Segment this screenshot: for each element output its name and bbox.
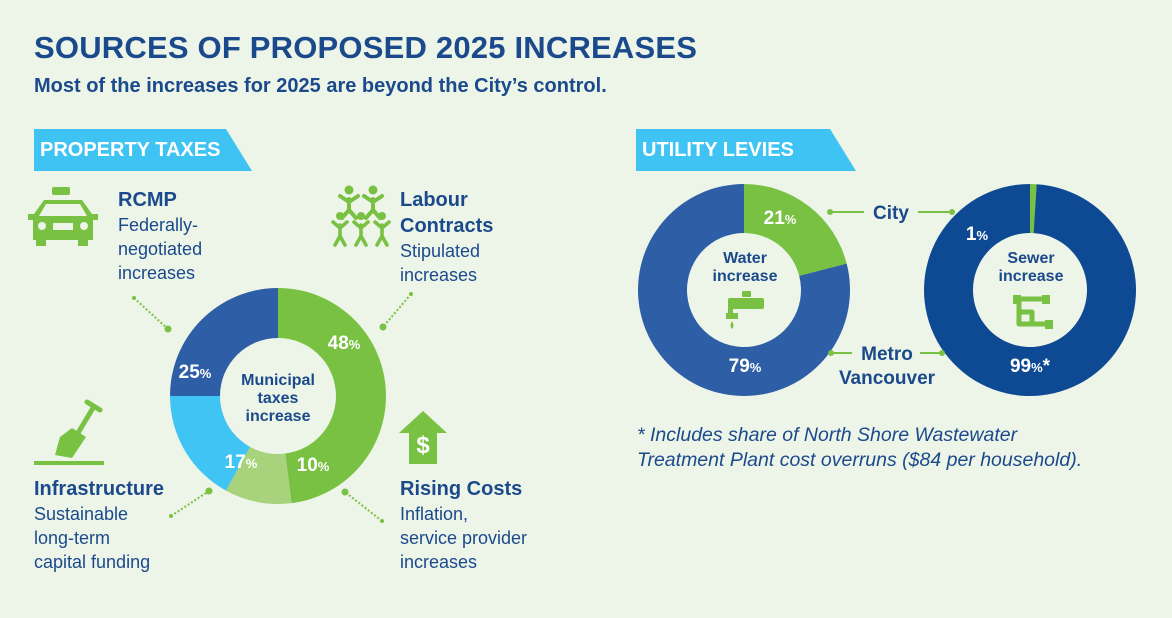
page-title: SOURCES OF PROPOSED 2025 INCREASES [34,30,698,65]
water-center-label-1: Water [723,250,767,267]
rcmp-desc-1: Federally- [118,215,199,235]
labour-title-2: Contracts [400,215,494,237]
shovel-icon [34,399,104,465]
infrastructure-desc-3: capital funding [34,552,151,572]
donut-slice-city [1030,184,1037,234]
slice-label-metro: 99%* [1010,356,1051,377]
donut-slice-labour [278,288,387,504]
rising-costs-title: Rising Costs [400,478,523,500]
water-center-label-2: increase [713,268,778,285]
rcmp-leader-line [132,296,172,333]
infrastructure-title: Infrastructure [34,478,165,500]
donut-slice-rcmp [170,288,278,396]
slice-label-rcmp: 25% [179,362,212,383]
slice-label-city: 1% [966,224,989,245]
footnote: * Includes share of North Shore Wastewat… [637,423,1082,473]
utility-levies-header: UTILITY LEVIES [636,129,856,171]
rising-costs-desc-1: Inflation, [400,504,469,524]
donut-slice-metro [924,184,1137,396]
pipe-icon [1013,295,1053,329]
labour-desc-1: Stipulated [400,241,481,261]
slice-label-infrastructure: 17% [225,452,258,473]
rising-costs-block: Rising Costs Inflation, service provider… [400,476,527,574]
labour-leader-line [379,292,413,331]
infrastructure-leader-line [169,487,213,518]
sewer-donut: 1% 99%* [924,184,1137,396]
metro-label-2: Vancouver [839,368,936,389]
rcmp-desc-3: increases [118,263,196,283]
metro-label-1: Metro [861,344,913,365]
rising-costs-desc-3: increases [400,552,478,572]
infrastructure-desc-2: long-term [34,528,111,548]
labour-title-1: Labour [400,189,468,211]
infrastructure-desc-1: Sustainable [34,504,129,524]
city-label: City [873,203,909,224]
rcmp-block: RCMP Federally- negotiated increases [118,187,202,285]
donut-slice-rising-costs [225,446,292,504]
svg-text:$: $ [416,432,430,459]
sewer-center-label-1: Sewer [1007,250,1054,267]
rcmp-desc-2: negotiated [118,239,203,259]
municipal-center-label-1: Municipal [241,372,315,389]
slice-label-city: 21% [764,208,797,229]
municipal-center-label-3: increase [246,408,311,425]
property-taxes-header: PROPERTY TAXES [34,129,252,171]
slice-label-labour: 48% [328,333,361,354]
municipal-center-label-2: taxes [258,390,299,407]
donut-slice-metro [638,183,850,396]
rising-costs-leader-line [341,488,384,523]
police-car-icon [28,187,98,246]
sewer-center-label-2: increase [999,268,1064,285]
page-subtitle: Most of the increases for 2025 are beyon… [34,75,607,97]
metro-connector [828,350,945,356]
municipal-taxes-donut: 48% 10% 17% 25% [170,288,387,504]
water-donut: 21% 79% [638,183,850,396]
slice-label-rising-costs: 10% [297,455,330,476]
city-connector [827,209,955,215]
rcmp-title: RCMP [118,189,177,211]
donut-slice-infrastructure [170,396,251,491]
labour-block: Labour Contracts Stipulated increases [400,187,493,287]
infrastructure-block: Infrastructure Sustainable long-term cap… [34,476,164,574]
dollar-arrow-up-icon: $ [399,411,447,464]
footnote-line-1: * Includes share of North Shore Wastewat… [637,424,1018,446]
faucet-icon [726,291,764,329]
labour-desc-2: increases [400,265,478,285]
people-group-icon [331,185,391,247]
donut-slice-city [744,184,847,276]
footnote-line-2: Treatment Plant cost overruns ($84 per h… [637,449,1083,471]
slice-label-metro: 79% [729,356,762,377]
rising-costs-desc-2: service provider [400,528,528,548]
